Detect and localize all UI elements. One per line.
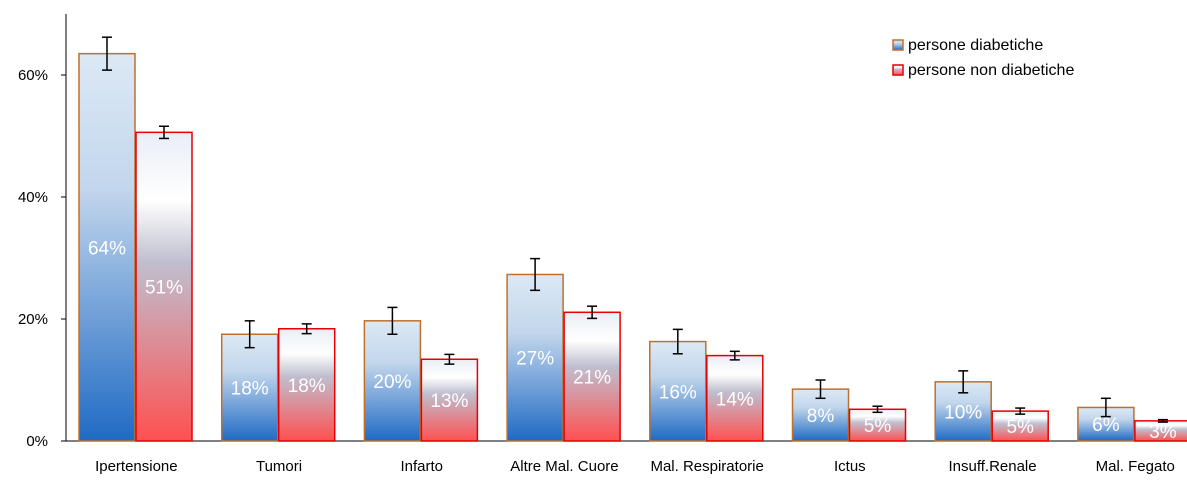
data-label: 51% <box>145 278 183 299</box>
bar <box>649 340 707 442</box>
x-tick-label: Ipertensione <box>95 458 178 475</box>
data-label: 18% <box>288 376 326 397</box>
legend-swatch <box>892 39 904 51</box>
legend-label: persone diabetiche <box>908 37 1043 54</box>
data-label: 6% <box>1092 415 1120 436</box>
y-tick-label: 60% <box>18 67 48 84</box>
x-tick-label: Ictus <box>834 458 866 475</box>
x-tick-label: Mal. Respiratorie <box>650 458 763 475</box>
x-tick-label: Infarto <box>400 458 443 475</box>
bar <box>506 273 564 442</box>
legend-swatch <box>892 64 904 76</box>
x-tick-label: Insuff.Renale <box>948 458 1036 475</box>
bar <box>78 52 136 442</box>
y-tick-label: 20% <box>18 311 48 328</box>
bar <box>563 311 621 442</box>
legend: persone diabetiche persone non diabetiche <box>892 37 1074 79</box>
data-label: 64% <box>88 238 126 259</box>
data-label: 5% <box>864 416 892 437</box>
bar <box>135 131 193 442</box>
bars <box>78 36 1187 442</box>
x-tick-label: Mal. Fegato <box>1096 458 1175 475</box>
bar <box>277 328 336 442</box>
x-tick-label: Tumori <box>256 458 302 475</box>
data-label: 8% <box>807 406 835 427</box>
data-label: 20% <box>373 372 411 393</box>
data-label: 27% <box>516 349 554 370</box>
labels: 64% 51% Ipertensione 18% 18% Tumori 20% 13% Infa… <box>88 238 1177 475</box>
data-label: 18% <box>231 379 269 400</box>
data-label: 16% <box>659 382 697 403</box>
legend-label: persone non diabetiche <box>908 62 1074 79</box>
bar <box>220 333 279 442</box>
bar <box>848 408 907 442</box>
y-tick-label: 0% <box>26 433 48 450</box>
bar <box>706 354 764 442</box>
data-label: 10% <box>944 402 982 423</box>
data-label: 5% <box>1006 417 1034 438</box>
y-tick-label: 40% <box>18 189 48 206</box>
x-tick-label: Altre Mal. Cuore <box>510 458 618 475</box>
data-label: 13% <box>430 391 468 412</box>
data-label: 21% <box>573 368 611 389</box>
data-label: 3% <box>1149 422 1177 443</box>
bar <box>420 358 479 442</box>
data-label: 14% <box>716 389 754 410</box>
